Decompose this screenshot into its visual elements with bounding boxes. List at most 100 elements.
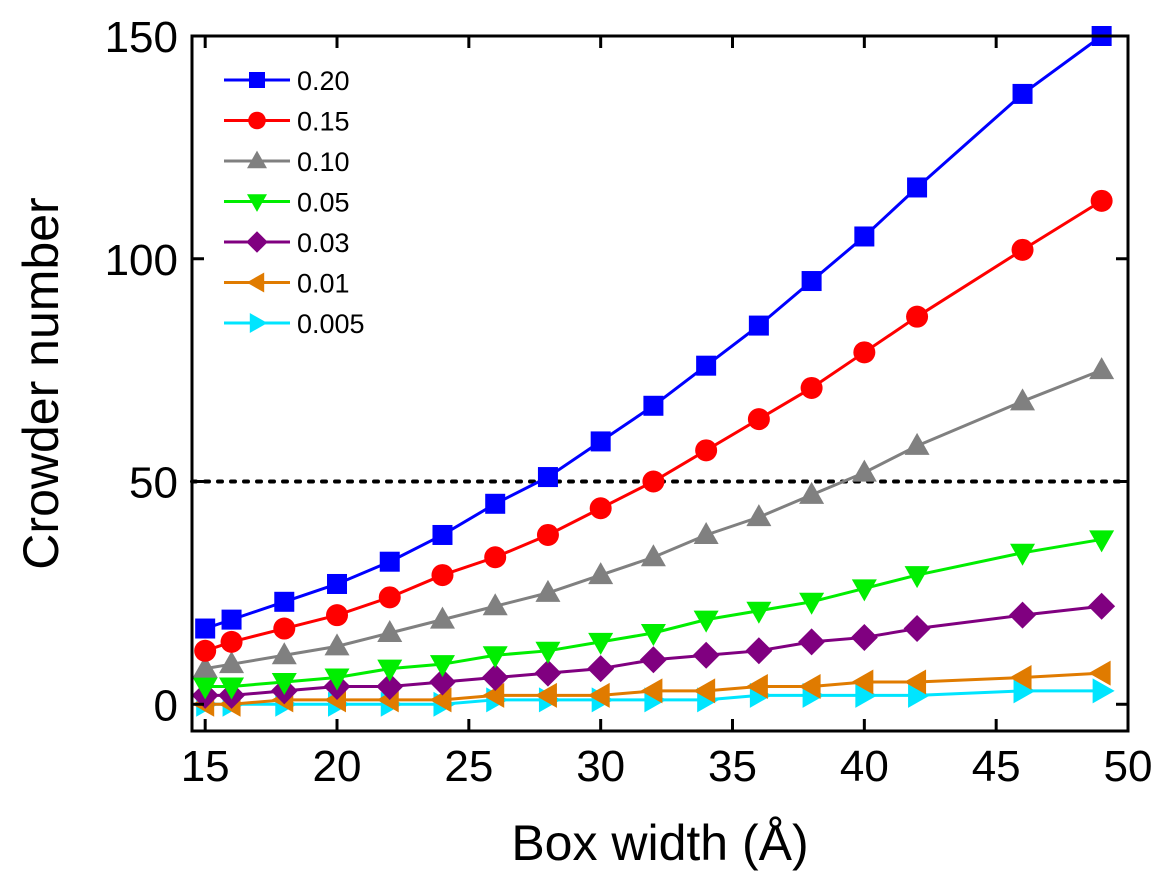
data-point	[746, 601, 772, 624]
x-tick-label: 20	[313, 742, 362, 791]
data-point	[326, 604, 349, 627]
x-tick-label: 35	[708, 742, 757, 791]
data-point	[908, 682, 931, 708]
legend-item: 0.15	[224, 107, 350, 137]
data-point	[249, 72, 265, 88]
data-point	[904, 566, 930, 589]
data-point	[194, 639, 217, 662]
legend-item: 0.05	[224, 188, 350, 218]
legend-item: 0.01	[224, 269, 350, 299]
data-point	[534, 659, 562, 687]
data-point	[376, 672, 404, 700]
data-point	[327, 573, 348, 594]
legend-label: 0.10	[297, 147, 350, 177]
data-point	[907, 177, 928, 198]
data-point	[429, 687, 452, 713]
x-tick-label: 30	[576, 742, 625, 791]
data-point	[1089, 357, 1115, 380]
y-tick-label: 150	[105, 13, 178, 62]
data-point	[1088, 592, 1116, 620]
data-point	[485, 493, 506, 514]
y-tick-label: 100	[105, 236, 178, 285]
data-point	[851, 669, 874, 695]
x-axis-title: Box width (Å)	[511, 815, 808, 871]
data-point	[482, 646, 508, 669]
data-point	[692, 641, 720, 669]
data-point	[1090, 189, 1113, 212]
x-tick-label: 45	[972, 742, 1021, 791]
legend-label: 0.005	[297, 309, 365, 339]
data-point	[643, 395, 664, 416]
data-point	[589, 497, 612, 520]
data-point	[798, 628, 826, 656]
data-point	[904, 669, 927, 695]
data-point	[640, 678, 663, 704]
data-point	[588, 562, 614, 585]
data-point	[535, 579, 561, 602]
data-point	[428, 668, 456, 696]
legend-label: 0.03	[297, 228, 350, 258]
data-point	[537, 467, 558, 488]
data-point	[745, 673, 768, 699]
legend-label: 0.05	[297, 188, 350, 218]
data-point	[695, 439, 718, 462]
data-point	[1012, 83, 1033, 104]
data-point	[1011, 238, 1034, 261]
data-point	[535, 641, 561, 664]
series-group	[191, 26, 1116, 717]
data-point	[379, 551, 400, 572]
series-0.10	[192, 357, 1115, 678]
data-point	[1088, 660, 1111, 686]
data-point	[219, 651, 245, 674]
data-point	[1010, 543, 1036, 566]
data-point	[747, 408, 770, 431]
legend: 0.20 0.15 0.10 0.05 0.03 0.01 0.005	[224, 66, 365, 339]
data-point	[324, 668, 350, 691]
legend-item: 0.005	[224, 309, 365, 339]
data-point	[274, 591, 295, 612]
y-axis-title: Crowder number	[13, 197, 69, 569]
data-point	[378, 586, 401, 609]
data-point	[324, 633, 350, 656]
series-0.05	[192, 530, 1115, 700]
legend-label: 0.01	[297, 269, 350, 299]
data-point	[1009, 665, 1032, 691]
data-point	[798, 673, 821, 699]
y-tick-label: 50	[129, 459, 178, 508]
data-point	[693, 521, 719, 544]
data-point	[221, 609, 242, 630]
data-point	[271, 672, 297, 695]
data-point	[192, 677, 218, 700]
data-point	[799, 592, 825, 615]
legend-label: 0.15	[297, 107, 350, 137]
data-point	[246, 231, 268, 253]
data-point	[536, 523, 559, 546]
data-point	[748, 315, 769, 336]
data-point	[482, 682, 505, 708]
data-point	[693, 610, 719, 633]
data-point	[588, 632, 614, 655]
data-point	[850, 623, 878, 651]
data-point	[693, 678, 716, 704]
data-point	[429, 655, 455, 678]
data-point	[1092, 678, 1115, 704]
legend-item: 0.10	[224, 147, 350, 177]
data-point	[248, 111, 266, 130]
data-point	[481, 664, 509, 692]
data-point	[219, 677, 245, 700]
series-0.15	[194, 189, 1113, 662]
data-point	[1013, 678, 1036, 704]
legend-item: 0.03	[224, 228, 350, 258]
data-point	[590, 431, 611, 452]
data-point	[640, 544, 666, 567]
data-point	[431, 564, 454, 587]
data-point	[640, 623, 666, 646]
data-point	[484, 546, 507, 569]
data-point	[195, 618, 216, 639]
data-point	[247, 150, 267, 169]
data-point	[273, 617, 296, 640]
y-tick-label: 0	[154, 681, 178, 730]
data-point	[220, 630, 243, 653]
data-point	[639, 646, 667, 674]
